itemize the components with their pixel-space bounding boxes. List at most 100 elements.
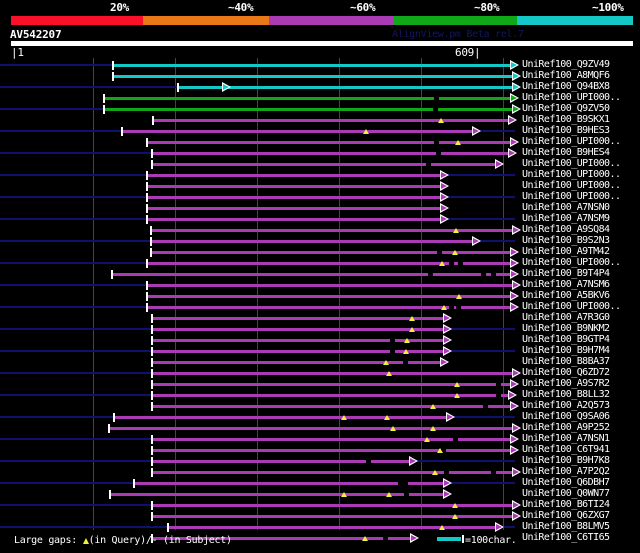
alignment-row[interactable] [0,291,640,302]
hsp-bar[interactable] [147,141,510,144]
hsp-bar[interactable] [152,471,512,474]
hsp-bar[interactable] [122,130,472,133]
alignment-row[interactable] [0,379,640,390]
hsp-bar[interactable] [147,185,440,188]
subject-label[interactable]: UniRef100_B9T4P4 [522,268,610,279]
subject-label[interactable]: UniRef100_UPI000.. [522,136,621,147]
alignment-row[interactable] [0,181,640,192]
hsp-bar[interactable] [109,427,512,430]
subject-label[interactable]: UniRef100_B9SKX1 [522,114,610,125]
hsp-bar[interactable] [152,339,443,342]
subject-label[interactable]: UniRef100_B9S2N3 [522,235,610,246]
hsp-bar[interactable] [113,64,510,67]
alignment-row[interactable] [0,247,640,258]
subject-label[interactable]: UniRef100_A9S7R2 [522,378,610,389]
subject-label[interactable]: UniRef100_A9SQ84 [522,224,610,235]
alignment-row[interactable] [0,104,640,115]
alignment-row[interactable] [0,324,640,335]
subject-label[interactable]: UniRef100_UPI000.. [522,257,621,268]
subject-label[interactable]: UniRef100_UPI000.. [522,191,621,202]
hsp-bar[interactable] [152,405,510,408]
alignment-row[interactable] [0,456,640,467]
hsp-bar[interactable] [113,75,512,78]
hsp-bar[interactable] [168,526,495,529]
subject-label[interactable]: UniRef100_B9GTP4 [522,334,610,345]
subject-label[interactable]: UniRef100_UPI000.. [522,158,621,169]
hsp-bar[interactable] [147,284,512,287]
subject-label[interactable]: UniRef100_B9HES4 [522,147,610,158]
subject-label[interactable]: UniRef100_B8BA37 [522,356,610,367]
subject-label[interactable]: UniRef100_UPI000.. [522,301,621,312]
hsp-bar[interactable] [112,273,510,276]
subject-label[interactable]: UniRef100_A7NSM9 [522,213,610,224]
hsp-bar[interactable] [151,251,510,254]
subject-label[interactable]: UniRef100_A5BKV6 [522,290,610,301]
subject-label[interactable]: UniRef100_Q9ZV50 [522,103,610,114]
hsp-bar[interactable] [151,240,472,243]
hsp-bar[interactable] [147,196,440,199]
alignment-row[interactable] [0,522,640,533]
alignment-row[interactable] [0,533,640,544]
alignment-row[interactable] [0,236,640,247]
hsp-bar[interactable] [147,306,510,309]
hsp-bar[interactable] [152,537,410,540]
alignment-row[interactable] [0,82,640,93]
alignment-row[interactable] [0,357,640,368]
hsp-bar[interactable] [152,350,443,353]
subject-label[interactable]: UniRef100_B9H7K8 [522,455,610,466]
subject-label[interactable]: UniRef100_A9P252 [522,422,610,433]
alignment-row[interactable] [0,335,640,346]
subject-label[interactable]: UniRef100_B6TI24 [522,499,610,510]
alignment-row[interactable] [0,500,640,511]
hsp-bar[interactable] [152,504,512,507]
subject-label[interactable]: UniRef100_A7NSN0 [522,202,610,213]
subject-label[interactable]: UniRef100_B9HES3 [522,125,610,136]
hsp-bar[interactable] [152,361,440,364]
alignment-row[interactable] [0,258,640,269]
hsp-bar[interactable] [152,460,409,463]
hsp-bar[interactable] [152,163,495,166]
alignment-row[interactable] [0,115,640,126]
alignment-row[interactable] [0,302,640,313]
hsp-bar[interactable] [152,394,508,397]
subject-label[interactable]: UniRef100_A7NSN1 [522,433,610,444]
subject-label[interactable]: UniRef100_Q6DBH7 [522,477,610,488]
alignment-row[interactable] [0,159,640,170]
alignment-row[interactable] [0,225,640,236]
alignment-row[interactable] [0,192,640,203]
hsp-bar[interactable] [147,262,510,265]
subject-label[interactable]: UniRef100_Q6ZD72 [522,367,610,378]
hsp-bar[interactable] [147,174,440,177]
subject-label[interactable]: UniRef100_B9H7M4 [522,345,610,356]
subject-label[interactable]: UniRef100_Q0WN77 [522,488,610,499]
hsp-bar[interactable] [152,383,510,386]
subject-label[interactable]: UniRef100_Q9SA06 [522,411,610,422]
subject-label[interactable]: UniRef100_Q6ZXG7 [522,510,610,521]
alignment-row[interactable] [0,478,640,489]
alignment-row[interactable] [0,203,640,214]
hsp-bar[interactable] [152,515,512,518]
alignment-row[interactable] [0,137,640,148]
alignment-row[interactable] [0,423,640,434]
hsp-bar[interactable] [151,229,512,232]
hsp-bar[interactable] [104,97,510,100]
hsp-bar[interactable] [153,119,508,122]
hsp-bar[interactable] [152,317,443,320]
hsp-bar[interactable] [134,482,443,485]
alignment-row[interactable] [0,467,640,478]
hsp-bar[interactable] [104,108,512,111]
hsp-bar[interactable] [152,152,508,155]
alignment-row[interactable] [0,346,640,357]
alignment-row[interactable] [0,313,640,324]
subject-label[interactable]: UniRef100_UPI000.. [522,169,621,180]
hsp-bar[interactable] [152,372,512,375]
subject-label[interactable]: UniRef100_A7R3G0 [522,312,610,323]
subject-label[interactable]: UniRef100_B9NKM2 [522,323,610,334]
subject-label[interactable]: UniRef100_A9TM42 [522,246,610,257]
subject-label[interactable]: UniRef100_B8LMV5 [522,521,610,532]
alignment-row[interactable] [0,170,640,181]
hsp-bar[interactable] [114,416,446,419]
alignment-row[interactable] [0,489,640,500]
alignment-row[interactable] [0,71,640,82]
subject-label[interactable]: UniRef100_C6TI65 [522,532,610,543]
